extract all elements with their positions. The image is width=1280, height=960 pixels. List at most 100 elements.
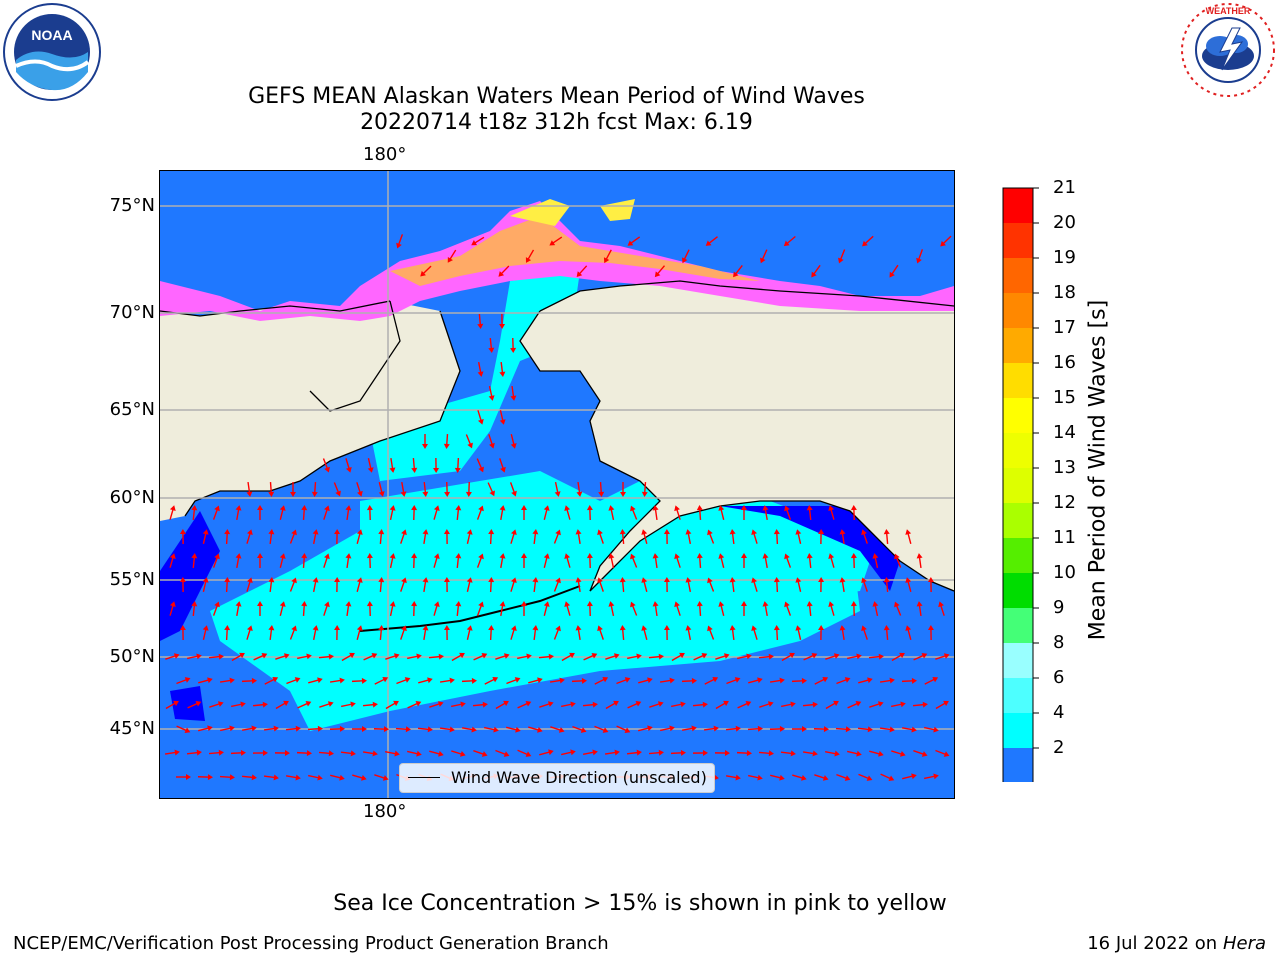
colorbar-segment [1003, 748, 1033, 782]
wind-wave-arrow [725, 725, 741, 732]
wind-wave-arrow [935, 749, 950, 757]
wind-wave-arrow [784, 553, 792, 568]
colorbar-segment [1003, 188, 1033, 223]
wind-wave-arrow [420, 265, 432, 277]
wind-wave-arrow [543, 505, 550, 520]
wind-wave-arrow [781, 701, 796, 708]
wind-wave-arrow [471, 236, 485, 246]
wind-wave-arrow [187, 653, 202, 660]
wind-wave-arrow [858, 677, 873, 684]
wind-wave-arrow [726, 677, 741, 685]
wind-wave-arrow [806, 553, 813, 569]
wind-wave-arrow [663, 577, 670, 593]
wind-wave-arrow [616, 725, 631, 733]
wind-wave-arrow [586, 553, 593, 569]
wind-wave-arrow [439, 726, 455, 733]
wind-wave-arrow [411, 601, 418, 617]
wind-wave-arrow [422, 625, 429, 641]
wind-wave-arrow [297, 653, 312, 660]
wind-wave-arrow [927, 625, 934, 641]
wind-wave-arrow [850, 601, 857, 617]
wind-wave-arrow [356, 529, 363, 544]
coastlines [160, 280, 954, 592]
wind-wave-arrow [521, 601, 527, 616]
wind-wave-arrow [825, 700, 839, 710]
wind-wave-arrow [231, 652, 245, 662]
wind-wave-arrow [652, 553, 659, 569]
wind-wave-arrow [828, 601, 835, 616]
wind-wave-arrow [476, 553, 484, 568]
wind-wave-arrow [762, 505, 769, 521]
wind-wave-arrow [198, 725, 213, 732]
wind-wave-arrow [729, 625, 736, 641]
wind-wave-arrow [253, 653, 268, 661]
wind-wave-arrow [510, 385, 517, 401]
wind-wave-arrow [905, 529, 912, 544]
wind-wave-arrow [439, 677, 455, 684]
lat-label-60: 60°N [109, 487, 155, 508]
wind-wave-arrow [279, 553, 286, 568]
colorbar-segment [1003, 433, 1033, 468]
colorbar-tick-label: 2 [1053, 737, 1065, 758]
wind-wave-arrow [737, 701, 752, 709]
wind-wave-arrow [905, 625, 912, 640]
colorbar-tick-label: 12 [1053, 492, 1076, 513]
wind-wave-arrow [289, 577, 297, 592]
wind-wave-arrow [850, 505, 857, 521]
wind-wave-arrow [736, 750, 752, 757]
wind-wave-arrow [510, 434, 517, 449]
lat-label-50: 50°N [109, 646, 155, 667]
wind-wave-arrow [477, 410, 484, 425]
wind-wave-arrow [495, 749, 510, 757]
wind-wave-arrow [169, 601, 176, 616]
wind-wave-arrow [575, 577, 582, 593]
wind-wave-arrow [916, 249, 924, 264]
wind-wave-arrow [858, 773, 873, 781]
wind-wave-arrow [564, 601, 571, 616]
wind-wave-arrow [791, 677, 807, 684]
wind-wave-arrow [648, 749, 664, 756]
wind-wave-arrow [652, 601, 659, 617]
wind-wave-arrow [641, 529, 648, 544]
wind-wave-arrow [693, 653, 708, 661]
wind-wave-arrow [685, 577, 692, 593]
wind-wave-arrow [696, 505, 703, 521]
lat-label-45: 45°N [109, 718, 155, 739]
wind-wave-arrow [836, 773, 851, 781]
wind-wave-arrow [839, 577, 846, 593]
map-panel [160, 171, 954, 798]
wind-wave-arrow [268, 529, 275, 545]
lon-label-bottom: 180° [363, 801, 407, 822]
wind-wave-arrow [773, 577, 780, 593]
wind-wave-arrow [443, 625, 450, 641]
wind-wave-arrow [549, 236, 563, 246]
colorbar-segment [1003, 713, 1033, 748]
wind-wave-arrow [219, 774, 235, 781]
wind-wave-arrow [813, 726, 829, 733]
wind-wave-arrow [619, 529, 626, 545]
wind-wave-arrow [433, 553, 440, 568]
wind-wave-arrow [532, 577, 539, 593]
noaa-logo-text: NOAA [31, 27, 72, 43]
wind-wave-arrow [366, 553, 373, 569]
wind-wave-arrow [696, 601, 703, 617]
footer-credit: NCEP/EMC/Verification Post Processing Pr… [13, 933, 609, 954]
wind-wave-arrow [323, 553, 330, 568]
map-canvas [160, 171, 954, 798]
colorbar-tick-label: 18 [1053, 282, 1076, 303]
wind-wave-arrow [212, 601, 220, 616]
colorbar-segment [1003, 468, 1033, 503]
wind-wave-arrow [594, 725, 609, 733]
wind-wave-arrow [422, 529, 429, 545]
wind-wave-arrow [499, 410, 506, 425]
wind-wave-arrow [285, 774, 301, 781]
wind-wave-arrow [176, 725, 191, 733]
wind-wave-arrow [891, 701, 906, 708]
wind-wave-arrow [311, 481, 318, 497]
land-chukotka [310, 301, 400, 411]
wind-wave-arrow [451, 652, 465, 662]
wind-wave-arrow [681, 725, 697, 732]
wind-wave-arrow [374, 676, 389, 685]
wind-wave-arrow [461, 726, 477, 733]
colorbar-segment [1003, 223, 1033, 258]
